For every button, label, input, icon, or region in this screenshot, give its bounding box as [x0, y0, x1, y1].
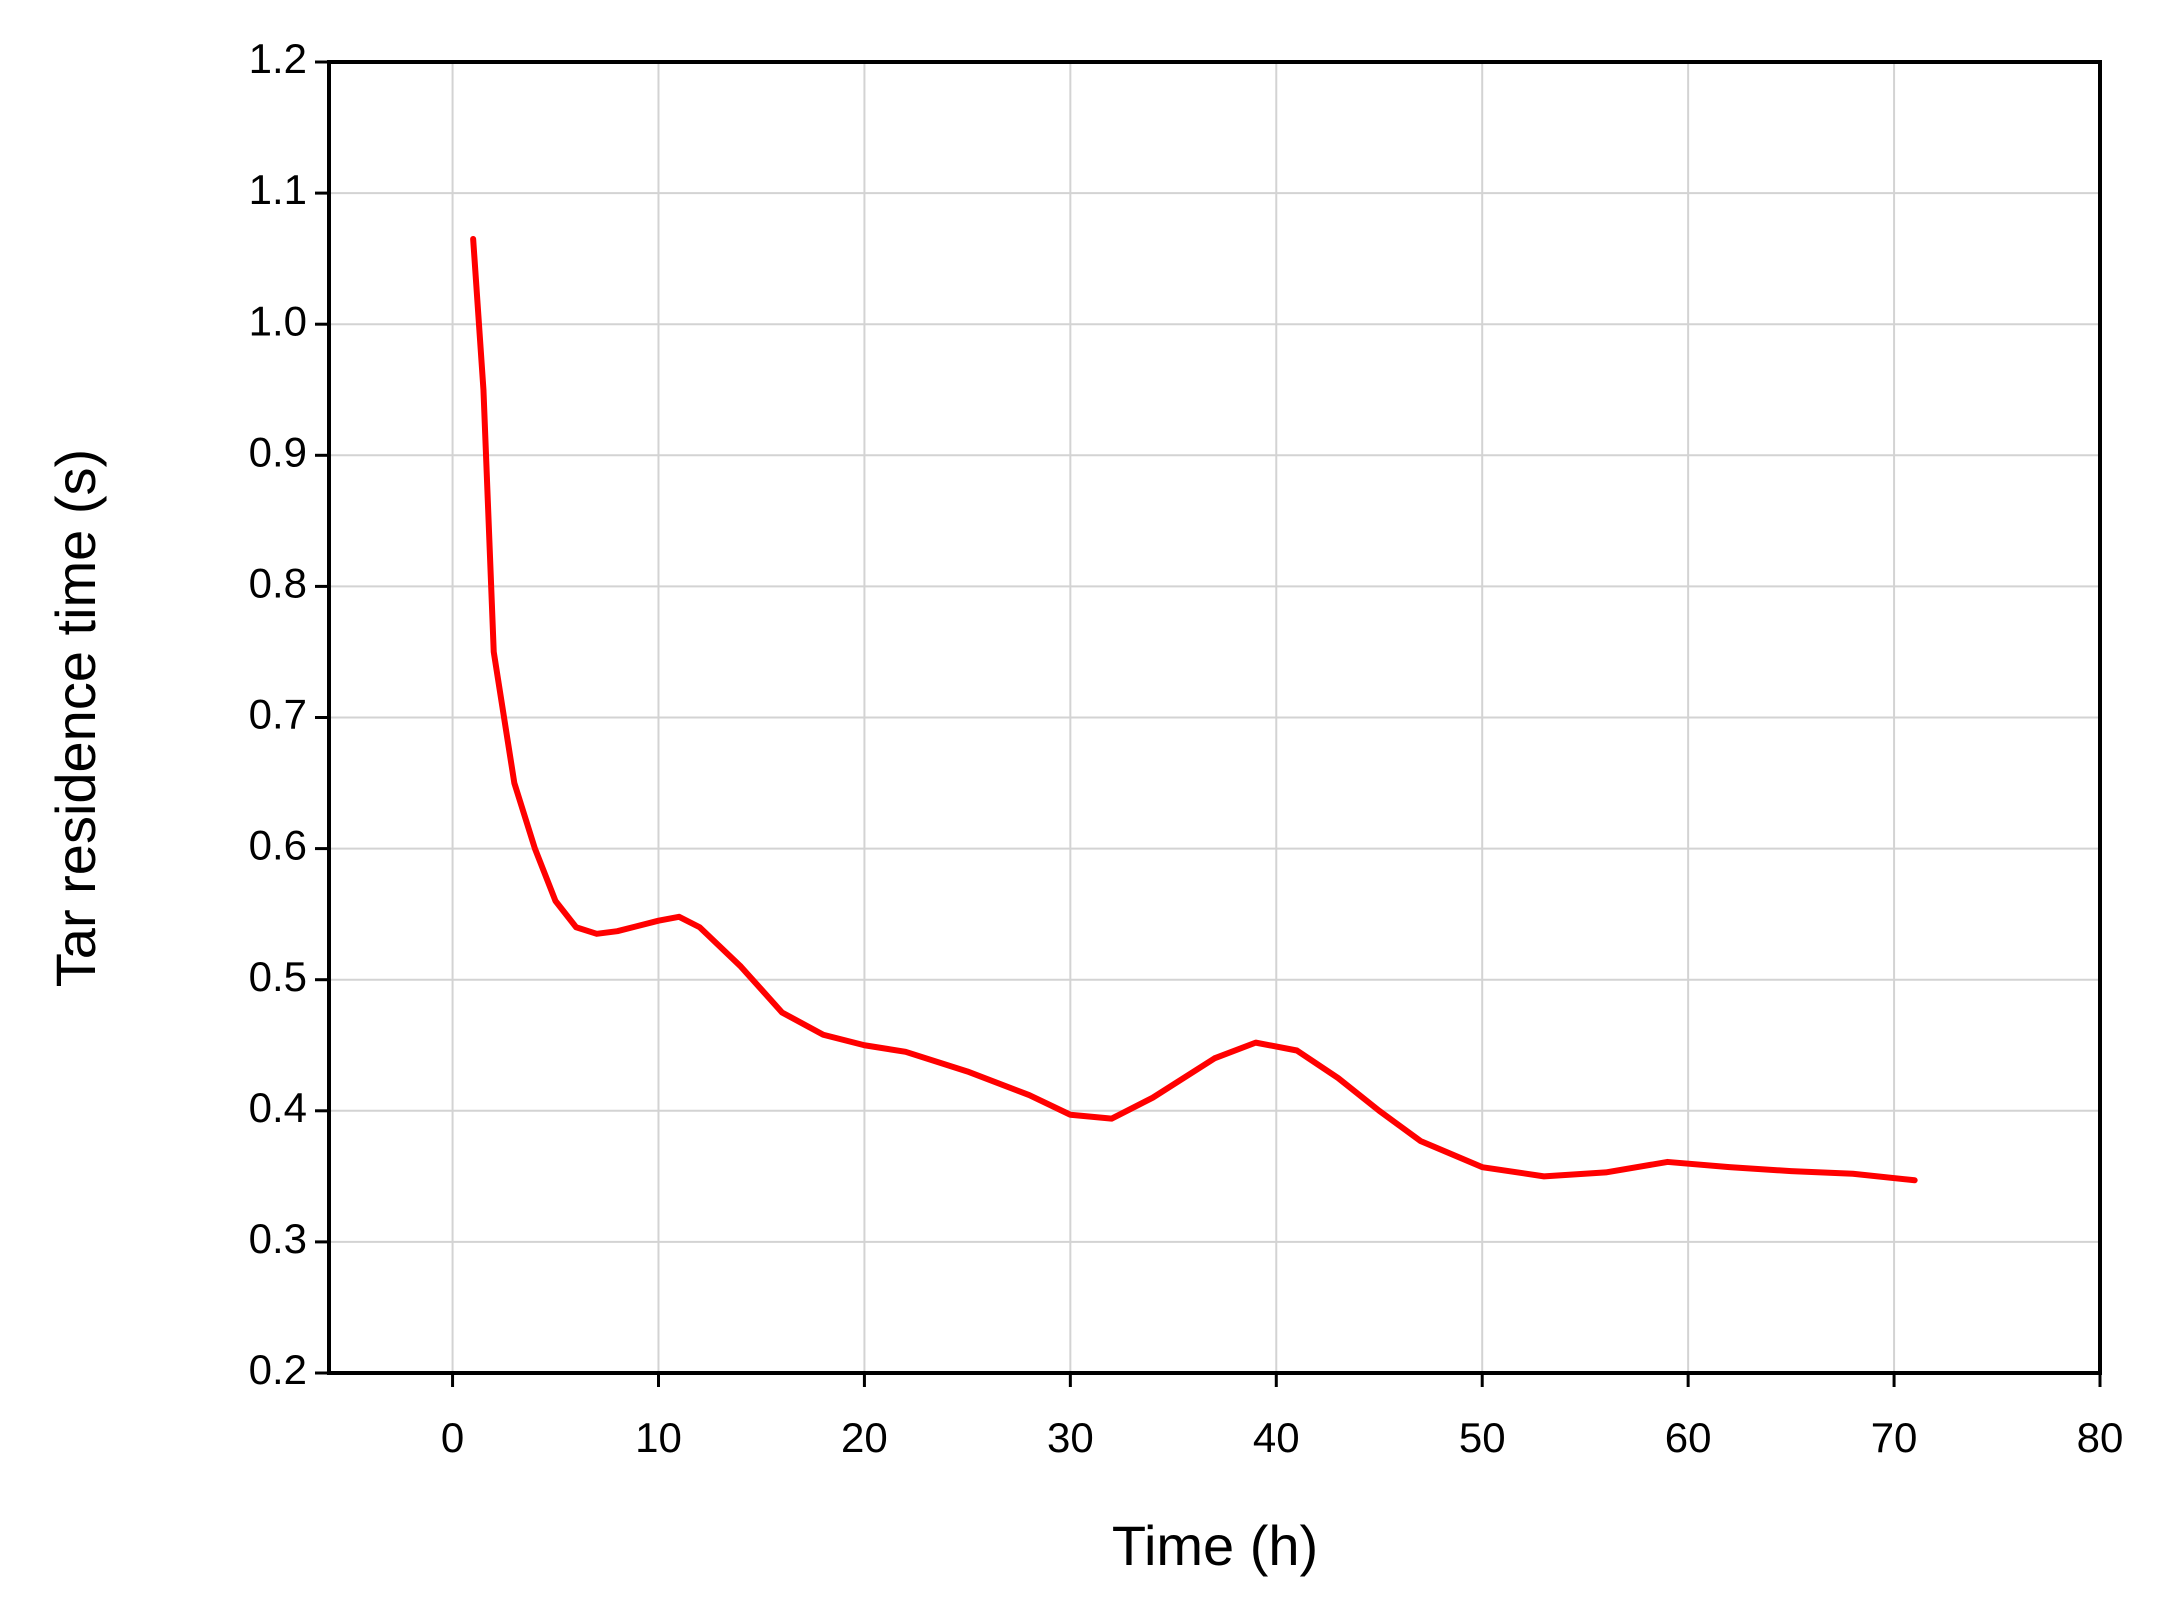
- y-tick-label: 0.5: [249, 953, 307, 1000]
- x-axis-title: Time (h): [1112, 1514, 1318, 1577]
- y-tick-label: 0.2: [249, 1346, 307, 1393]
- y-tick-label: 1.0: [249, 297, 307, 344]
- x-tick-label: 80: [2077, 1414, 2124, 1461]
- x-tick-label: 50: [1459, 1414, 1506, 1461]
- y-tick-label: 1.2: [249, 35, 307, 82]
- x-tick-label: 20: [841, 1414, 888, 1461]
- y-tick-label: 0.7: [249, 691, 307, 738]
- y-axis-title: Tar residence time (s): [44, 449, 107, 987]
- plot-frame: [327, 60, 2102, 1375]
- x-tick-label: 0: [441, 1414, 464, 1461]
- y-tick-label: 0.6: [249, 822, 307, 869]
- y-tick-label: 0.4: [249, 1084, 307, 1131]
- x-tick-label: 60: [1665, 1414, 1712, 1461]
- y-tick-label: 0.3: [249, 1215, 307, 1262]
- x-tick-label: 70: [1871, 1414, 1918, 1461]
- data-line: [470, 235, 1918, 1184]
- x-tick-label: 40: [1253, 1414, 1300, 1461]
- y-tick-label: 0.9: [249, 428, 307, 475]
- y-tick-label: 0.8: [249, 559, 307, 606]
- x-tick-label: 30: [1047, 1414, 1094, 1461]
- x-tick-label: 10: [635, 1414, 682, 1461]
- y-tick-label: 1.1: [249, 166, 307, 213]
